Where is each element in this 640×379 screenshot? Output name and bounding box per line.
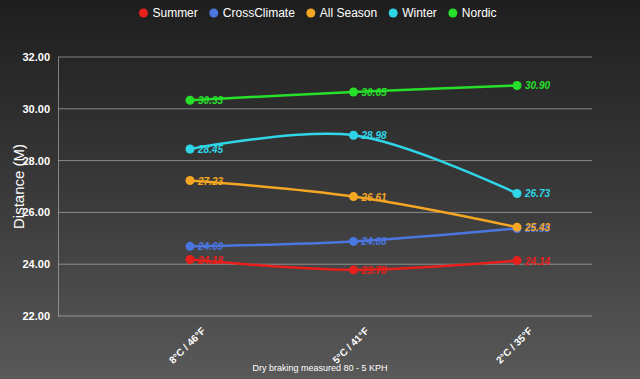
y-tick: 30.00: [22, 103, 58, 115]
grid: [58, 57, 592, 316]
grid-line: [58, 316, 592, 317]
x-tick-label: 5°C / 41°F: [330, 325, 371, 366]
x-tick: 8°C / 46°F: [167, 316, 208, 366]
point-marker: [513, 223, 522, 232]
data-label: 28.45: [197, 144, 223, 155]
point-marker: [186, 255, 195, 264]
data-label: 24.88: [361, 236, 387, 247]
data-label: 24.69: [197, 241, 223, 252]
grid-line: [58, 160, 592, 161]
x-tick-label: 2°C / 35°F: [494, 325, 535, 366]
point-marker: [349, 192, 358, 201]
x-tick: 5°C / 41°F: [330, 316, 371, 366]
legend: Summer CrossClimate All Season Winter Nordic: [139, 6, 497, 20]
legend-swatch: [306, 9, 315, 18]
point-marker: [349, 131, 358, 140]
point-marker: [186, 242, 195, 251]
point-marker: [513, 256, 522, 265]
series-line: [190, 181, 517, 228]
legend-item: Summer: [139, 6, 198, 20]
legend-swatch: [139, 9, 148, 18]
series-line: [190, 134, 517, 194]
data-label: 24.14: [524, 256, 550, 267]
point-marker: [349, 87, 358, 96]
chart: 22.00 24.00 26.00 28.00 30.00 32.00 8°C / 46°F…: [0, 0, 640, 379]
y-axis-title: Distance (M): [10, 144, 27, 229]
y-axis-line: [58, 58, 59, 317]
y-tick: 22.00: [22, 310, 58, 322]
legend-item: Nordic: [448, 6, 496, 20]
point-marker: [513, 189, 522, 198]
grid-line: [58, 57, 592, 58]
point-marker: [186, 176, 195, 185]
caption: Dry braking measured 80 - 5 KPH: [252, 363, 387, 373]
x-tick-label: 8°C / 46°F: [167, 325, 208, 366]
legend-item: All Season: [306, 6, 377, 20]
data-label: 30.65: [362, 87, 387, 98]
grid-line: [58, 212, 592, 213]
y-tick: 26.00: [22, 206, 58, 218]
y-tick: 24.00: [22, 258, 58, 270]
y-tick: 32.00: [22, 51, 58, 63]
series-line: [190, 85, 517, 100]
legend-swatch: [209, 9, 218, 18]
legend-swatch: [389, 9, 398, 18]
background: [0, 0, 640, 379]
point-marker: [349, 265, 358, 274]
legend-label: All Season: [320, 6, 377, 20]
legend-item: CrossClimate: [209, 6, 295, 20]
point-marker: [186, 144, 195, 153]
x-tick: 2°C / 35°F: [494, 316, 535, 366]
legend-label: CrossClimate: [223, 6, 295, 20]
data-label: 26.61: [361, 192, 387, 203]
point-marker: [186, 96, 195, 105]
legend-label: Summer: [152, 6, 197, 20]
y-tick-label: 22.00: [22, 310, 50, 322]
y-tick-label: 24.00: [22, 258, 50, 270]
data-label: 25.43: [524, 222, 550, 233]
x-axis: 8°C / 46°F 5°C / 41°F 2°C / 35°F: [167, 316, 535, 366]
x-axis-line: [191, 316, 518, 317]
series-line: [190, 228, 517, 246]
data-label: 30.90: [525, 80, 550, 91]
y-axis: 22.00 24.00 26.00 28.00 30.00 32.00: [22, 51, 58, 322]
data-label: 26.73: [524, 188, 550, 199]
y-tick-label: 30.00: [22, 103, 50, 115]
data-label: 30.33: [198, 95, 223, 106]
legend-label: Nordic: [462, 6, 497, 20]
data-labels: 24.1823.7824.1424.6924.8825.3827.2326.61…: [197, 80, 550, 275]
data-label: 27.23: [197, 176, 223, 187]
legend-label: Winter: [402, 6, 437, 20]
y-tick: 28.00: [22, 155, 58, 167]
plot-area: [186, 81, 522, 274]
grid-line: [58, 264, 592, 265]
data-label: 23.78: [361, 265, 387, 276]
y-tick-label: 32.00: [22, 51, 50, 63]
data-label: 28.98: [361, 130, 387, 141]
point-marker: [513, 81, 522, 90]
legend-item: Winter: [389, 6, 437, 20]
data-label: 24.18: [197, 255, 223, 266]
legend-swatch: [448, 9, 457, 18]
point-marker: [349, 237, 358, 246]
grid-line: [58, 108, 592, 109]
